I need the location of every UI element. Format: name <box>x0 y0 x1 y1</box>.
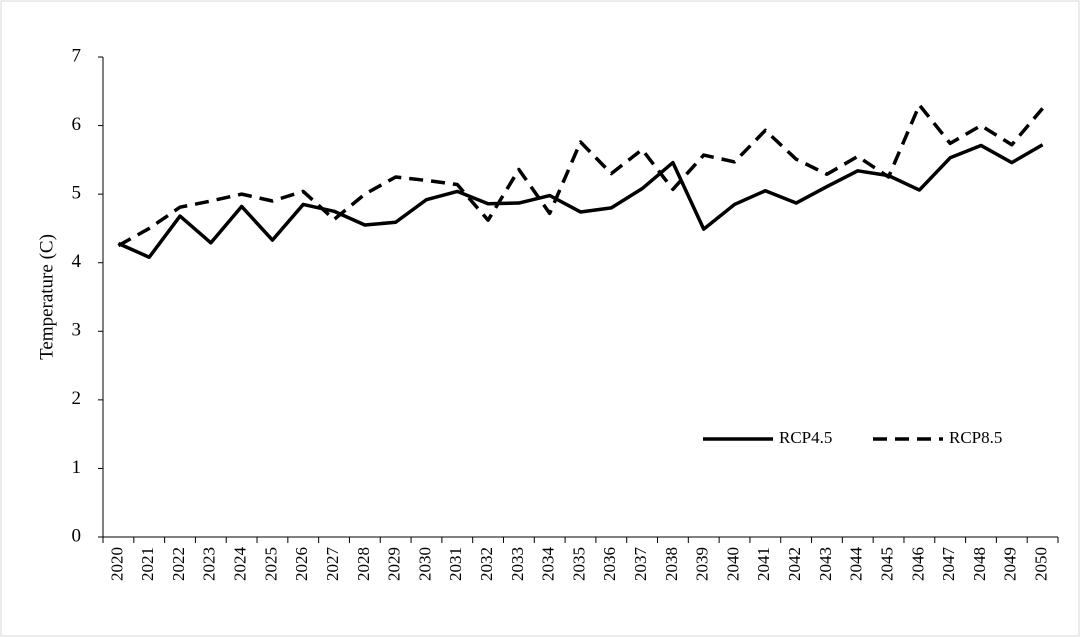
legend-label: RCP8.5 <box>949 428 1002 447</box>
x-tick-label: 2025 <box>261 547 280 581</box>
x-tick-label: 2042 <box>785 547 804 581</box>
x-tick-label: 2027 <box>323 547 342 582</box>
x-tick-label: 2050 <box>1032 547 1051 581</box>
y-tick-label: 1 <box>72 457 82 478</box>
y-tick-label: 7 <box>72 45 82 66</box>
x-tick-label: 2041 <box>754 547 773 581</box>
x-tick-label: 2045 <box>877 547 896 581</box>
y-tick-label: 6 <box>72 114 82 135</box>
x-tick-label: 2030 <box>415 547 434 581</box>
x-tick-label: 2049 <box>1001 547 1020 581</box>
x-tick-label: 2047 <box>939 547 958 582</box>
x-tick-label: 2038 <box>662 547 681 581</box>
x-tick-label: 2021 <box>138 547 157 581</box>
x-tick-label: 2034 <box>539 547 558 582</box>
x-tick-label: 2044 <box>847 547 866 582</box>
x-tick-label: 2026 <box>292 547 311 581</box>
x-tick-label: 2036 <box>600 547 619 581</box>
y-tick-label: 5 <box>72 183 82 204</box>
x-tick-label: 2029 <box>385 547 404 581</box>
x-tick-label: 2043 <box>816 547 835 581</box>
x-tick-label: 2023 <box>200 547 219 581</box>
series-line <box>117 103 1044 248</box>
x-tick-label: 2039 <box>693 547 712 581</box>
x-tick-label: 2046 <box>908 547 927 581</box>
x-tick-label: 2048 <box>970 547 989 581</box>
x-tick-label: 2033 <box>508 547 527 581</box>
x-tick-label: 2024 <box>231 547 250 582</box>
x-tick-label: 2031 <box>446 547 465 581</box>
legend-label: RCP4.5 <box>779 428 832 447</box>
x-tick-label: 2032 <box>477 547 496 581</box>
y-axis-label: Temperature (C) <box>36 234 57 360</box>
x-tick-label: 2020 <box>107 547 126 581</box>
x-tick-label: 2040 <box>723 547 742 581</box>
y-tick-label: 3 <box>72 320 82 341</box>
y-tick-label: 0 <box>72 525 82 546</box>
x-tick-label: 2035 <box>569 547 588 581</box>
x-tick-label: 2022 <box>169 547 188 581</box>
x-tick-label: 2028 <box>354 547 373 581</box>
x-tick-label: 2037 <box>631 547 650 582</box>
y-tick-label: 4 <box>72 251 82 272</box>
y-tick-label: 2 <box>72 388 82 409</box>
